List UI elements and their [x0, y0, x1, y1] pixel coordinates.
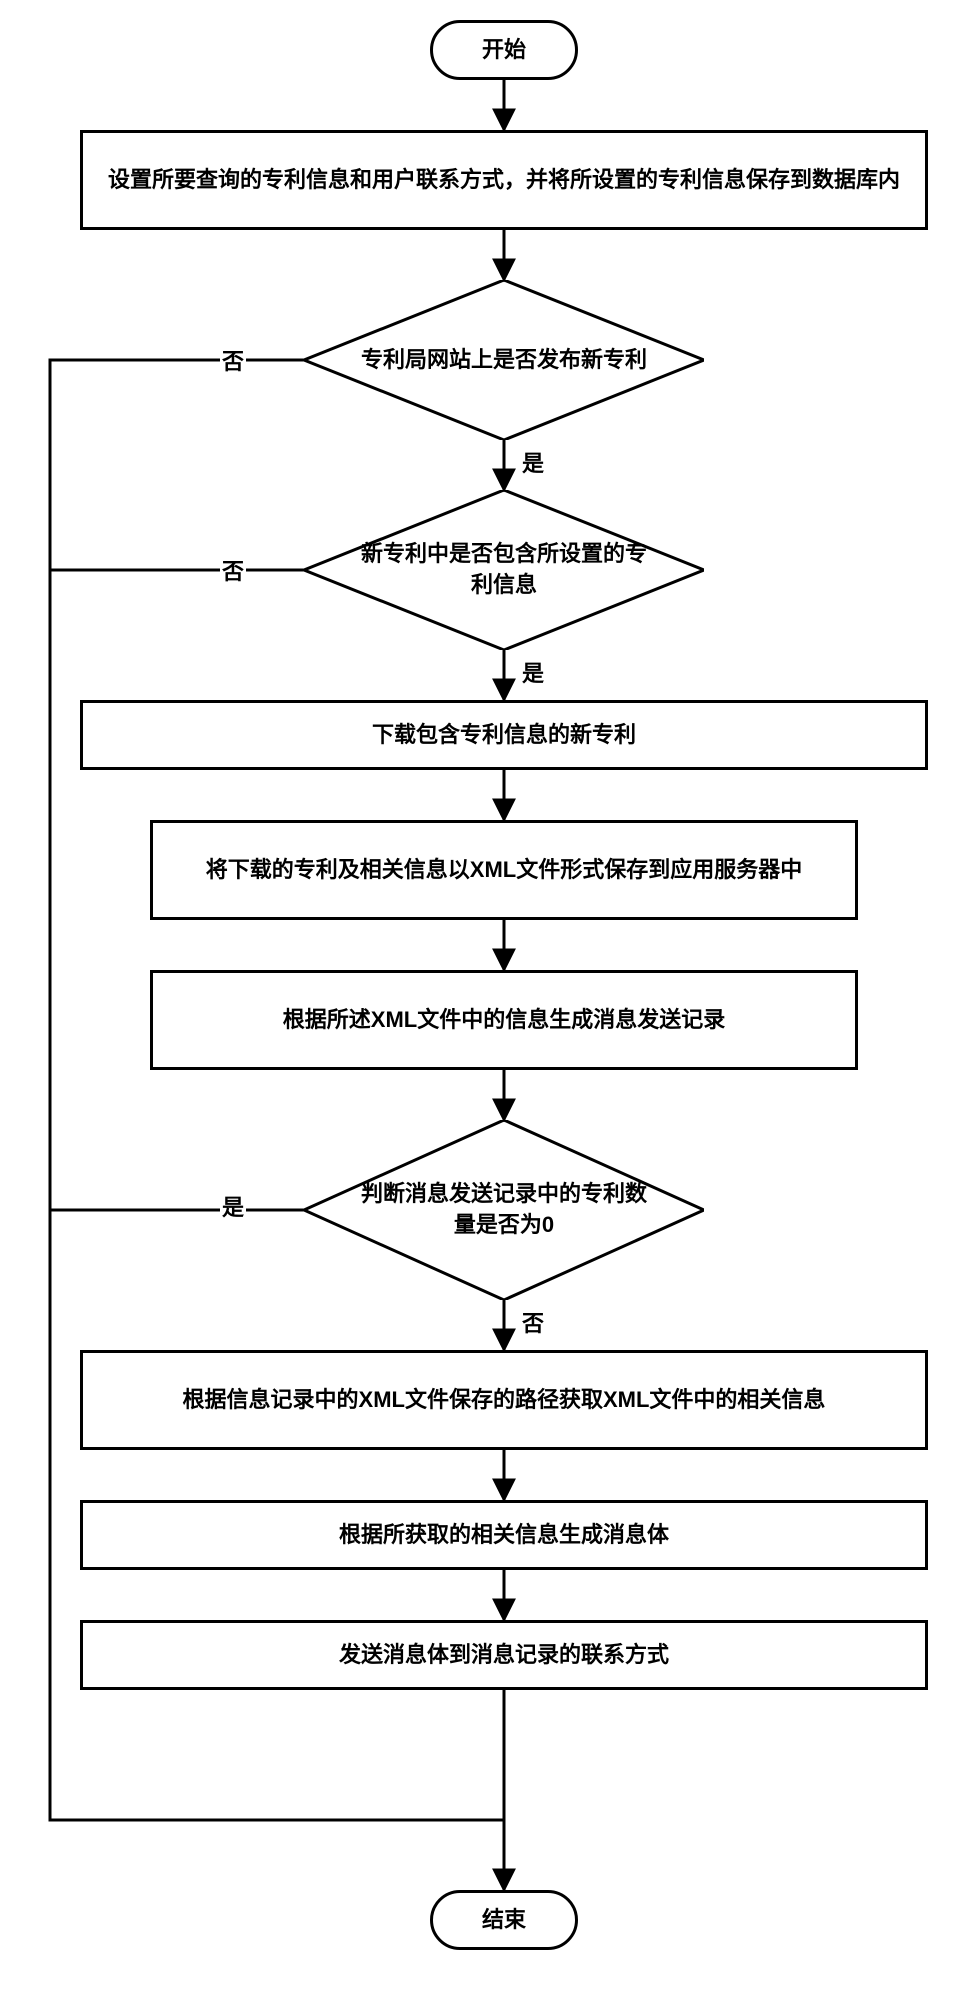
node-dec1-text: 专利局网站上是否发布新专利 — [361, 345, 647, 376]
node-step3-text: 将下载的专利及相关信息以XML文件形式保存到应用服务器中 — [206, 855, 802, 886]
node-dec2: 新专利中是否包含所设置的专利信息 — [304, 490, 704, 650]
node-step4: 根据所述XML文件中的信息生成消息发送记录 — [150, 970, 858, 1070]
edge-label: 是 — [520, 656, 546, 688]
edge-label: 否 — [520, 1306, 546, 1338]
node-step5: 根据信息记录中的XML文件保存的路径获取XML文件中的相关信息 — [80, 1350, 928, 1450]
node-step6: 根据所获取的相关信息生成消息体 — [80, 1500, 928, 1570]
node-step5-text: 根据信息记录中的XML文件保存的路径获取XML文件中的相关信息 — [183, 1385, 826, 1416]
edge-label: 否 — [220, 344, 246, 376]
node-step7: 发送消息体到消息记录的联系方式 — [80, 1620, 928, 1690]
node-step3: 将下载的专利及相关信息以XML文件形式保存到应用服务器中 — [150, 820, 858, 920]
node-end: 结束 — [430, 1890, 578, 1950]
node-dec3-text: 判断消息发送记录中的专利数量是否为0 — [354, 1179, 654, 1241]
edge-label: 否 — [220, 554, 246, 586]
node-start-text: 开始 — [482, 35, 526, 66]
node-end-text: 结束 — [482, 1905, 526, 1936]
node-step7-text: 发送消息体到消息记录的联系方式 — [339, 1640, 669, 1671]
edge-label: 是 — [220, 1190, 246, 1222]
node-step4-text: 根据所述XML文件中的信息生成消息发送记录 — [283, 1005, 725, 1036]
node-step1-text: 设置所要查询的专利信息和用户联系方式，并将所设置的专利信息保存到数据库内 — [108, 165, 900, 196]
node-step6-text: 根据所获取的相关信息生成消息体 — [339, 1520, 669, 1551]
node-step1: 设置所要查询的专利信息和用户联系方式，并将所设置的专利信息保存到数据库内 — [80, 130, 928, 230]
node-dec2-text: 新专利中是否包含所设置的专利信息 — [354, 539, 654, 601]
node-dec1: 专利局网站上是否发布新专利 — [304, 280, 704, 440]
node-step2-text: 下载包含专利信息的新专利 — [372, 720, 636, 751]
node-start: 开始 — [430, 20, 578, 80]
flowchart-canvas: 开始 设置所要查询的专利信息和用户联系方式，并将所设置的专利信息保存到数据库内 … — [20, 20, 948, 1986]
node-dec3: 判断消息发送记录中的专利数量是否为0 — [304, 1120, 704, 1300]
node-step2: 下载包含专利信息的新专利 — [80, 700, 928, 770]
edge-label: 是 — [520, 446, 546, 478]
